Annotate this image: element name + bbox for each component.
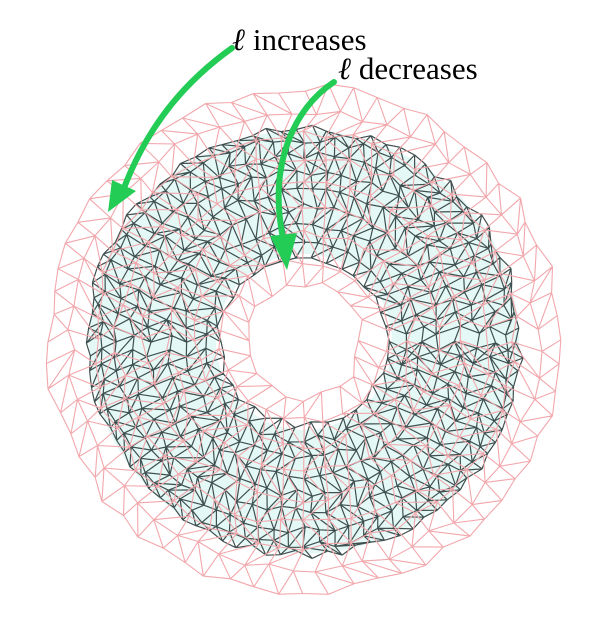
- decrease-arrow-shaft: [275, 79, 337, 241]
- increase-symbol: ℓ: [232, 22, 245, 57]
- annotation-arrows: [108, 45, 337, 270]
- outer-mesh-edges: [45, 83, 562, 595]
- decrease-label: ℓ decreases: [338, 51, 478, 86]
- increase-label: ℓ increases: [232, 22, 367, 57]
- decrease-symbol: ℓ: [338, 51, 351, 86]
- outer-pink-torus-mesh: [45, 83, 562, 595]
- increase-word: increases: [253, 22, 367, 57]
- decrease-word: decreases: [359, 51, 478, 86]
- increase-arrow-head: [108, 180, 136, 212]
- increase-arrow-shaft: [121, 45, 235, 191]
- decrease-arrow-head: [270, 233, 297, 270]
